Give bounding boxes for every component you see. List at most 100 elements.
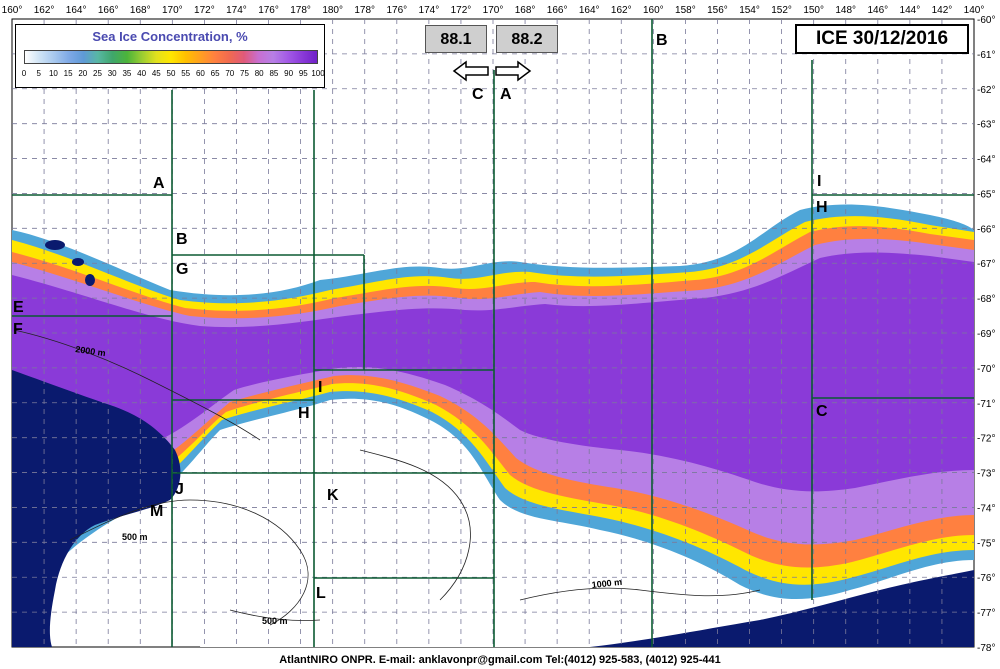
- longitude-tick-label: 176°: [386, 5, 407, 16]
- zone-label-j: J: [175, 481, 184, 498]
- longitude-tick-label: 156°: [707, 5, 728, 16]
- direction-arrows: [452, 60, 532, 82]
- longitude-tick-label: 160°: [2, 5, 23, 16]
- longitude-tick-label: 164°: [66, 5, 87, 16]
- latitude-tick-label: -76°: [977, 573, 995, 584]
- legend-tick: 35: [122, 69, 132, 78]
- legend-tick: 25: [93, 69, 102, 78]
- contour-line: [359, 449, 471, 601]
- latitude-tick-label: -64°: [977, 155, 995, 166]
- zone-label-c-east: C: [816, 403, 828, 420]
- latitude-tick-label: -62°: [977, 85, 995, 96]
- arrow-label-left: C: [472, 86, 484, 103]
- latitude-tick-label: -60°: [977, 15, 995, 26]
- zone-label-k: K: [327, 487, 339, 504]
- latitude-tick-label: -65°: [977, 189, 995, 200]
- contour-labels: 2000 m 500 m 500 m 1000 m: [75, 344, 623, 626]
- latitude-tick-label: -72°: [977, 434, 995, 445]
- longitude-tick-label: 172°: [451, 5, 472, 16]
- longitude-tick-label: 148°: [835, 5, 856, 16]
- contour-label: 500 m: [262, 616, 288, 626]
- latitude-tick-label: -63°: [977, 120, 995, 131]
- zone-label-i-east: I: [817, 173, 821, 190]
- contour-line: [229, 609, 321, 621]
- longitude-tick-label: 170°: [162, 5, 183, 16]
- legend-tick: 5: [36, 69, 41, 78]
- contour-line: [519, 587, 761, 601]
- longitude-tick-label: 146°: [867, 5, 888, 16]
- zone-label-i-center: I: [318, 379, 322, 396]
- zone-label-e: E: [13, 299, 24, 316]
- value-box-left: 88.1: [425, 25, 487, 53]
- longitude-tick-label: 178°: [290, 5, 311, 16]
- latitude-tick-label: -66°: [977, 224, 995, 235]
- longitude-tick-label: 160°: [643, 5, 664, 16]
- zone-label-h-east: H: [816, 199, 828, 216]
- contour-label: 2000 m: [75, 344, 107, 358]
- land-south: [590, 570, 974, 647]
- longitude-tick-label: 176°: [258, 5, 279, 16]
- longitude-tick-label: 154°: [739, 5, 760, 16]
- longitude-tick-label: 150°: [803, 5, 824, 16]
- contour-line: [69, 499, 309, 626]
- legend-tick: 65: [210, 69, 220, 78]
- latitude-tick-label: -68°: [977, 294, 995, 305]
- legend-tick: 20: [78, 69, 88, 78]
- longitude-tick-label: 140°: [964, 5, 985, 16]
- legend-colorbar: [24, 50, 318, 64]
- island-outlines: [45, 240, 95, 286]
- latitude-tick-label: -69°: [977, 329, 995, 340]
- legend-tick: 15: [63, 69, 73, 78]
- latitude-tick-label: -74°: [977, 503, 995, 514]
- longitude-tick-label: 174°: [226, 5, 247, 16]
- zone-label-b-east: B: [656, 32, 668, 49]
- longitude-tick-label: 142°: [932, 5, 953, 16]
- longitude-tick-label: 174°: [419, 5, 440, 16]
- legend-tick: 30: [107, 69, 117, 78]
- legend-tick: 60: [195, 69, 205, 78]
- island: [85, 274, 95, 286]
- longitude-tick-label: 166°: [547, 5, 568, 16]
- island: [72, 258, 84, 266]
- longitude-tick-label: 168°: [515, 5, 536, 16]
- longitude-tick-label: 158°: [675, 5, 696, 16]
- zone-label-l: L: [316, 585, 326, 602]
- longitude-axis: 160° 162° 164° 166° 168° 170° 172° 174° 176° 178°…: [2, 5, 985, 16]
- latitude-tick-label: -78°: [977, 643, 995, 654]
- longitude-tick-label: 170°: [483, 5, 504, 16]
- arrow-left-icon: [452, 60, 489, 82]
- zone-label-g: G: [176, 261, 188, 278]
- legend-tick: 70: [225, 69, 235, 78]
- longitude-tick-label: 178°: [354, 5, 375, 16]
- latitude-tick-label: -75°: [977, 538, 995, 549]
- legend-tick: 90: [284, 69, 294, 78]
- legend-tick: 85: [269, 69, 279, 78]
- legend-tick: 55: [181, 69, 191, 78]
- latitude-tick-label: -61°: [977, 50, 995, 61]
- island: [45, 240, 65, 250]
- contour-label: 500 m: [122, 532, 148, 542]
- zone-label-a: A: [153, 175, 165, 192]
- legend-tick: 80: [254, 69, 264, 78]
- longitude-tick-label: 152°: [771, 5, 792, 16]
- contour-line: [13, 329, 261, 441]
- longitude-tick-label: 166°: [98, 5, 119, 16]
- concentration-legend: Sea Ice Concentration, % 0 5 10 15 20 25 30 35 4…: [15, 24, 325, 88]
- latitude-axis: -60° -61° -62° -63° -64° -65° -66° -67° -68° -69°…: [977, 15, 995, 654]
- legend-tick: 95: [298, 69, 308, 78]
- longitude-tick-label: 164°: [579, 5, 600, 16]
- latitude-tick-label: -73°: [977, 469, 995, 480]
- legend-tick: 10: [48, 69, 58, 78]
- bathymetry-contours: [13, 329, 761, 626]
- arrow-label-right: A: [500, 86, 512, 103]
- legend-title: Sea Ice Concentration, %: [92, 29, 248, 44]
- legend-tick: 100: [311, 69, 325, 78]
- value-box-right: 88.2: [496, 25, 558, 53]
- latitude-tick-label: -77°: [977, 608, 995, 619]
- legend-tick: 40: [137, 69, 147, 78]
- legend-tick-labels: 0 5 10 15 20 25 30 35 40 45 50 55 60 65 70 75 80 85 90 95 10…: [22, 69, 325, 81]
- latitude-tick-label: -70°: [977, 364, 995, 375]
- longitude-tick-label: 162°: [611, 5, 632, 16]
- map-title: ICE 30/12/2016: [795, 24, 969, 54]
